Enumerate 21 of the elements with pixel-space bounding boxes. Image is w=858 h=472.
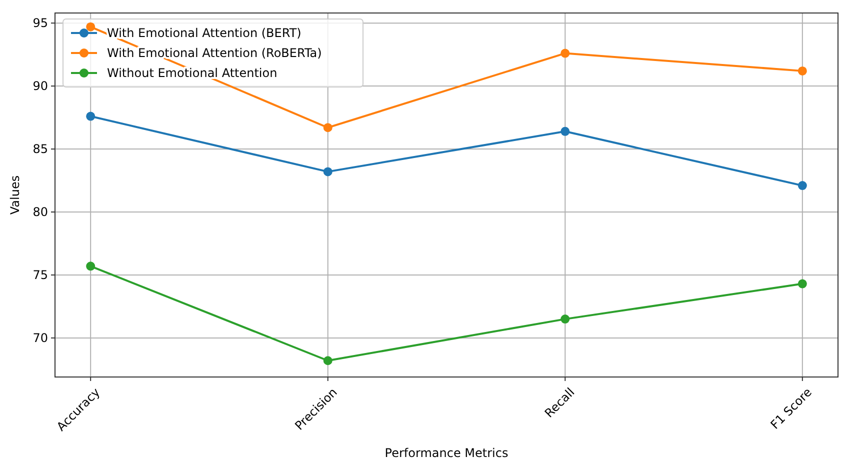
point <box>560 126 570 136</box>
y-tick-label: 90 <box>32 78 48 93</box>
y-tick-label: 80 <box>32 204 48 219</box>
point <box>86 262 96 271</box>
point <box>323 356 332 366</box>
x-axis-title: Performance Metrics <box>384 446 508 460</box>
y-tick-label: 75 <box>32 268 48 282</box>
point <box>560 48 570 58</box>
point <box>798 181 807 190</box>
y-axis-title: Values <box>8 175 22 215</box>
point <box>86 22 96 32</box>
y-tick-label: 70 <box>32 330 48 345</box>
y-tick-label: 95 <box>32 16 48 30</box>
point <box>323 123 332 132</box>
point <box>323 167 332 176</box>
point <box>560 314 570 324</box>
point <box>86 112 96 121</box>
point <box>798 279 807 288</box>
y-tick-label: 85 <box>32 142 48 156</box>
point <box>798 66 807 76</box>
legend-label: With Emotional Attention (BERT) <box>107 26 302 40</box>
